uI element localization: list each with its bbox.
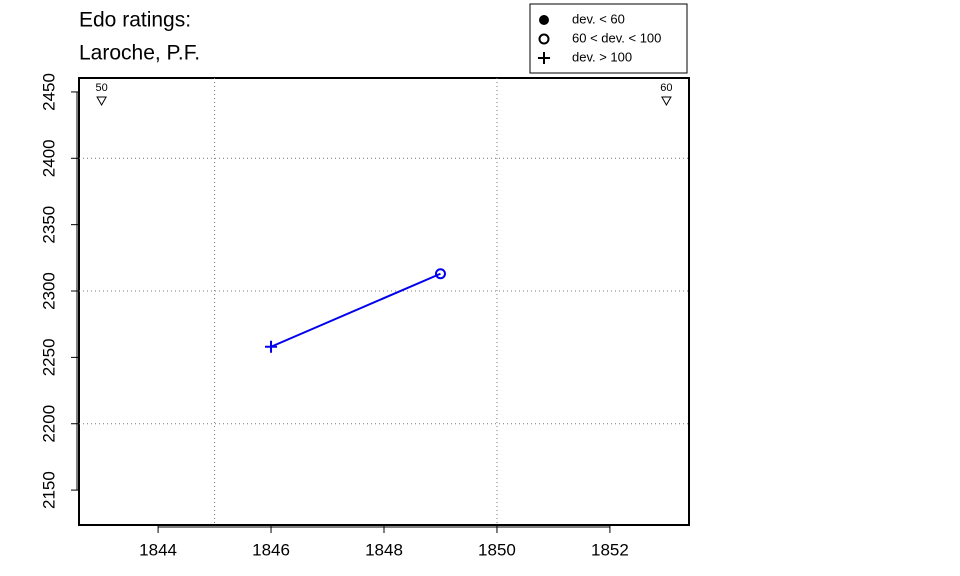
line xyxy=(270,272,441,348)
legend-label: dev. > 100 xyxy=(572,49,632,64)
legend-label: 60 < dev. < 100 xyxy=(572,30,661,45)
marker-label: 60 xyxy=(660,82,672,94)
x-tick-label: 1848 xyxy=(365,540,403,559)
point xyxy=(434,268,446,280)
x-tick-label: 1844 xyxy=(139,540,177,559)
legend-symbol xyxy=(538,33,550,45)
y-tick-label: 2150 xyxy=(39,471,58,509)
y-tick-label: 2400 xyxy=(39,139,58,177)
point xyxy=(265,340,278,353)
x-tick-label: 1846 xyxy=(252,540,290,559)
marker-label: 50 xyxy=(95,82,107,94)
y-tick-label: 2300 xyxy=(39,272,58,310)
legend xyxy=(529,3,688,74)
legend-label: dev. < 60 xyxy=(572,11,625,26)
x-tick-label: 1850 xyxy=(478,540,516,559)
y-tick-label: 2350 xyxy=(39,206,58,244)
plot-frame xyxy=(78,77,690,526)
legend-symbol xyxy=(539,15,549,25)
marker xyxy=(661,96,672,107)
x-tick-label: 1852 xyxy=(591,540,629,559)
marker xyxy=(96,96,107,107)
y-tick-label: 2450 xyxy=(39,73,58,111)
chart-subtitle: Laroche, P.F. xyxy=(79,42,200,65)
chart-title: Edo ratings: xyxy=(79,9,191,32)
y-tick-label: 2200 xyxy=(39,405,58,443)
legend-symbol xyxy=(538,52,550,64)
y-tick-label: 2250 xyxy=(39,338,58,376)
